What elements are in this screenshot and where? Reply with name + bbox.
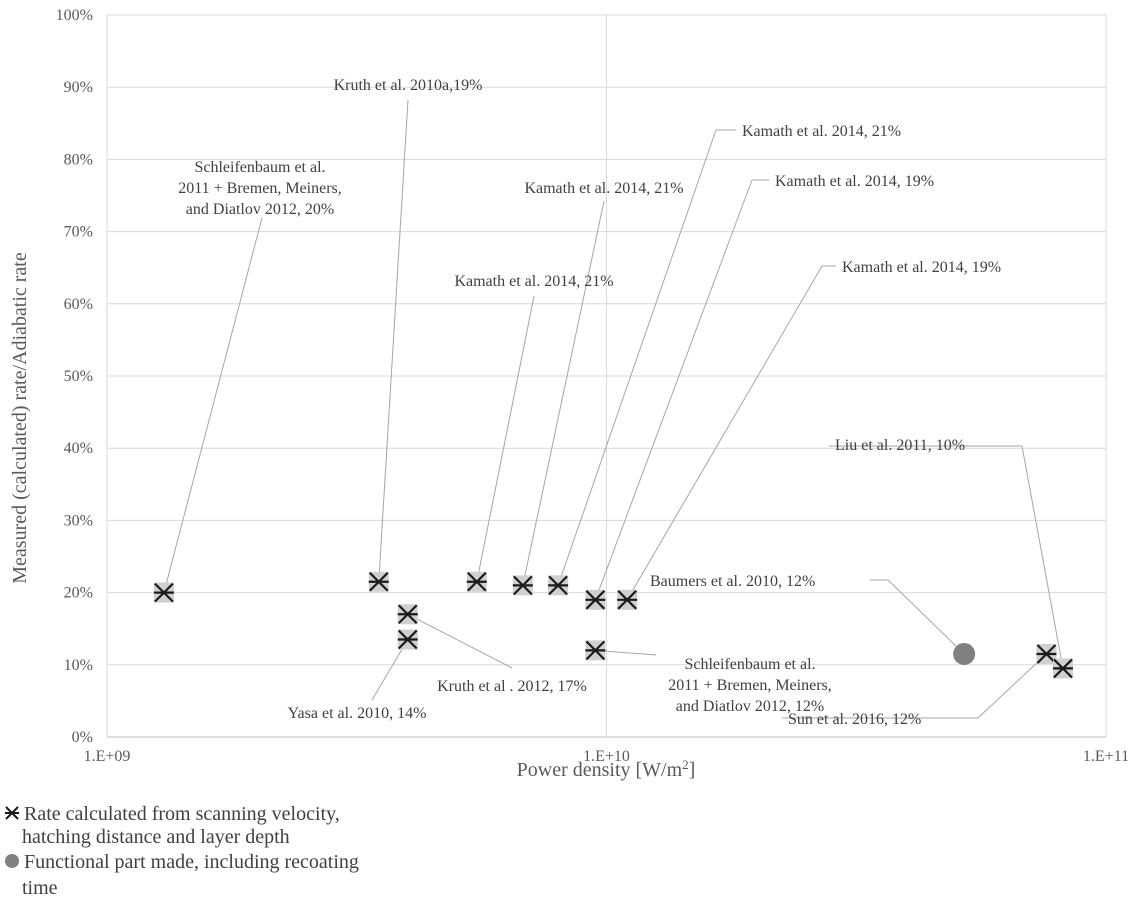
leader-line	[595, 649, 657, 656]
axis-ticks: 0% 10% 20% 30% 40% 50% 60% 70% 80% 90% 100% 1.E+09 1…	[56, 7, 1129, 765]
data-point-asterisk	[585, 589, 606, 610]
leader-line	[407, 613, 513, 669]
leader-line	[594, 179, 753, 600]
data-point-asterisk	[1052, 658, 1073, 679]
leader-line	[371, 639, 409, 701]
annotation-label: Kamath et al. 2014, 19%	[842, 259, 1001, 276]
legend-label: time	[22, 877, 58, 899]
y-tick-label: 10%	[64, 657, 93, 674]
annotation-label: Kruth et al . 2012, 17%	[437, 678, 587, 695]
annotation-label: Schleifenbaum et al. 2011 + Bremen, Meine…	[178, 159, 342, 218]
leader-line	[163, 217, 263, 593]
y-tick-label: 60%	[64, 296, 93, 313]
gridlines	[106, 14, 1107, 738]
annotation-label: Kruth et al. 2010a,19%	[334, 77, 483, 94]
data-point-asterisk	[617, 589, 638, 610]
leader-line	[977, 653, 1047, 719]
annotation-leader-lines	[163, 99, 1064, 719]
data-point-asterisk	[397, 604, 418, 625]
data-point-asterisk	[512, 575, 533, 596]
annotation-label: Baumers et al. 2010, 12%	[650, 573, 815, 590]
legend-label: Functional part made, including recoatin…	[24, 851, 359, 873]
legend: Rate calculated from scanning velocity,h…	[5, 803, 359, 899]
y-tick-label: 100%	[56, 7, 93, 24]
annotation-labels: Schleifenbaum et al. 2011 + Bremen, Meine…	[178, 77, 1001, 728]
legend-label: Rate calculated from scanning velocity,	[24, 803, 340, 825]
x-tick-label: 1.E+09	[84, 748, 131, 765]
data-point-asterisk	[585, 640, 606, 661]
legend-label: hatching distance and layer depth	[22, 826, 290, 848]
annotation-label: Kamath et al. 2014, 21%	[742, 123, 901, 140]
x-tick-label: 1.E+10	[583, 748, 630, 765]
annotation-label: Kamath et al. 2014, 21%	[454, 273, 613, 290]
leader-line	[378, 99, 409, 582]
leader-line	[476, 295, 535, 582]
y-tick-label: 0%	[72, 729, 93, 746]
x-tick-label: 1.E+11	[1083, 748, 1129, 765]
legend-marker-asterisk	[5, 806, 19, 820]
leader-line	[626, 265, 823, 601]
data-point-asterisk	[466, 571, 487, 592]
y-tick-label: 70%	[64, 224, 93, 241]
data-points	[153, 571, 1073, 679]
y-axis-title: Measured (calculated) rate/Adiabatic rat…	[9, 252, 31, 584]
annotation-label: Schleifenbaum et al. 2011 + Bremen, Meine…	[668, 656, 832, 715]
y-tick-label: 40%	[64, 440, 93, 457]
leader-line	[557, 129, 717, 586]
legend-marker-circle	[5, 854, 19, 868]
data-point-circle	[953, 642, 976, 665]
y-tick-label: 90%	[64, 79, 93, 96]
data-point-asterisk	[368, 571, 389, 592]
annotation-label: Yasa et al. 2010, 14%	[288, 705, 427, 722]
annotation-label: Kamath et al. 2014, 21%	[524, 180, 683, 197]
leader-line	[870, 579, 965, 655]
y-tick-label: 80%	[64, 151, 93, 168]
x-axis-title: Power density [W/m2]	[517, 757, 696, 781]
annotation-label: Sun et al. 2016, 12%	[788, 711, 921, 728]
data-point-asterisk	[397, 629, 418, 650]
data-point-asterisk	[1036, 643, 1057, 664]
y-tick-label: 30%	[64, 512, 93, 529]
y-tick-label: 50%	[64, 368, 93, 385]
annotation-label: Kamath et al. 2014, 19%	[775, 173, 934, 190]
y-tick-label: 20%	[64, 585, 93, 602]
annotation-label: Liu et al. 2011, 10%	[835, 437, 965, 454]
data-point-asterisk	[153, 582, 174, 603]
leader-line	[1021, 445, 1064, 669]
data-point-asterisk	[548, 575, 569, 596]
leader-line	[522, 200, 605, 586]
